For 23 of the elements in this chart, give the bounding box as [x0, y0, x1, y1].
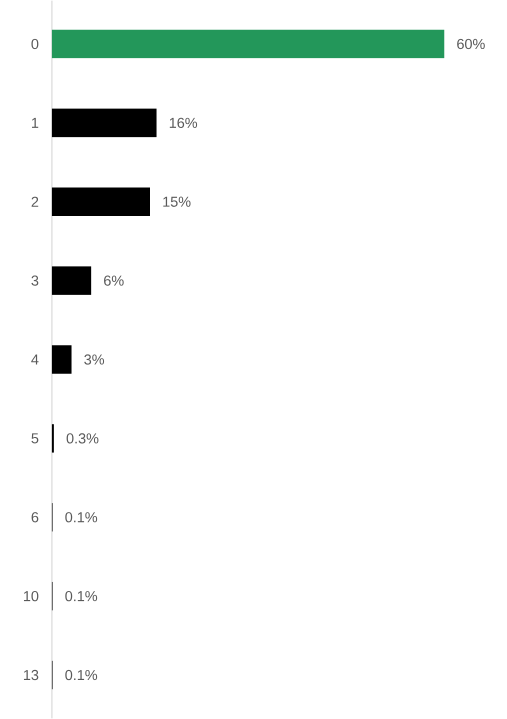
- y-tick-label: 3: [31, 276, 38, 286]
- data-label: 0.1%: [65, 670, 98, 680]
- y-tick-label: 0: [31, 38, 38, 50]
- data-label: 60%: [457, 38, 485, 50]
- y-tick-label: 13: [24, 670, 38, 680]
- data-label: 15%: [163, 196, 190, 207]
- bar: [52, 108, 156, 138]
- y-tick-label: 2: [32, 196, 38, 207]
- data-label: 0.1%: [65, 512, 98, 522]
- y-tick-label: 4: [31, 354, 38, 364]
- data-label: 3%: [84, 354, 104, 365]
- bar: [52, 345, 72, 374]
- y-tick-label: 10: [24, 591, 38, 602]
- y-tick-label: 1: [32, 118, 38, 128]
- data-label: 16%: [170, 118, 197, 128]
- y-tick-label: 5: [31, 433, 38, 444]
- bar: [52, 266, 92, 295]
- data-label: 0.3%: [66, 433, 98, 444]
- data-label: 6%: [104, 276, 124, 286]
- data-label: 0.1%: [65, 591, 98, 602]
- bar: [52, 30, 444, 58]
- bar: [52, 188, 150, 216]
- y-tick-label: 6: [32, 512, 38, 522]
